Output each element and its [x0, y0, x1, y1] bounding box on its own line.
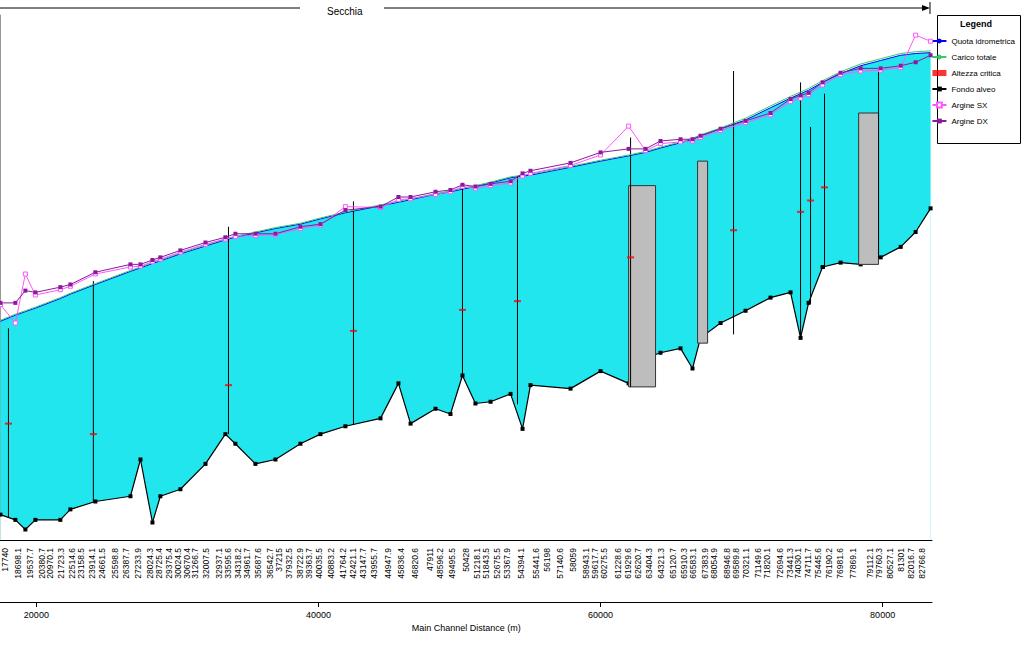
svg-text:65910.3: 65910.3: [679, 548, 689, 579]
svg-text:Argine SX: Argine SX: [951, 101, 988, 110]
svg-text:74030.1: 74030.1: [793, 548, 803, 579]
svg-text:43955.7: 43955.7: [369, 548, 379, 579]
svg-text:48596.2: 48596.2: [435, 548, 445, 579]
svg-text:62620.7: 62620.7: [633, 548, 643, 579]
svg-text:79112.1: 79112.1: [865, 548, 876, 579]
svg-text:29375.4: 29375.4: [163, 548, 174, 579]
svg-text:80000: 80000: [870, 610, 895, 620]
svg-text:26387.7: 26387.7: [121, 548, 131, 579]
svg-text:Fondo alveo: Fondo alveo: [951, 85, 996, 94]
svg-text:61929.6: 61929.6: [623, 548, 633, 579]
svg-text:54394.1: 54394.1: [516, 548, 526, 579]
svg-text:82016.7: 82016.7: [906, 548, 916, 579]
svg-text:58059: 58059: [568, 548, 578, 572]
svg-text:35687.6: 35687.6: [253, 548, 263, 579]
svg-text:47911: 47911: [425, 548, 435, 571]
svg-text:Secchia: Secchia: [327, 6, 363, 17]
svg-text:22514.6: 22514.6: [66, 548, 77, 579]
svg-text:Legend: Legend: [960, 19, 992, 29]
svg-text:21723.3: 21723.3: [56, 548, 66, 579]
svg-text:65120.7: 65120.7: [668, 548, 678, 579]
svg-text:49495.5: 49495.5: [447, 548, 457, 579]
svg-text:46820.6: 46820.6: [410, 548, 420, 579]
svg-text:19537.7: 19537.7: [25, 548, 35, 579]
svg-text:57140.6: 57140.6: [555, 548, 565, 579]
svg-text:59617.7: 59617.7: [590, 548, 601, 579]
svg-text:71820.1: 71820.1: [762, 548, 772, 579]
svg-text:43147.7: 43147.7: [358, 548, 368, 579]
svg-text:Argine DX: Argine DX: [951, 117, 988, 126]
svg-text:34318.2: 34318.2: [233, 548, 244, 579]
svg-text:27233.9: 27233.9: [133, 548, 143, 579]
svg-text:34961.7: 34961.7: [242, 548, 252, 579]
svg-text:Altezza critica: Altezza critica: [951, 69, 1001, 78]
svg-text:40000: 40000: [306, 610, 331, 620]
svg-text:28024.3: 28024.3: [145, 548, 155, 579]
svg-text:55441.6: 55441.6: [531, 548, 541, 579]
svg-text:31266.7: 31266.7: [190, 548, 200, 579]
svg-text:51843.5: 51843.5: [481, 548, 491, 579]
svg-text:42421.1: 42421.1: [348, 548, 358, 579]
svg-text:20000: 20000: [24, 610, 49, 620]
svg-text:77869.1: 77869.1: [848, 548, 858, 579]
svg-text:45836.4: 45836.4: [396, 548, 406, 579]
svg-text:60275.5: 60275.5: [599, 548, 609, 579]
svg-text:28725.4: 28725.4: [154, 548, 165, 579]
svg-text:81301: 81301: [896, 548, 906, 572]
svg-text:30024.5: 30024.5: [172, 548, 183, 579]
svg-text:20970.1: 20970.1: [45, 548, 55, 579]
svg-text:61228.6: 61228.6: [613, 548, 623, 579]
svg-text:58943.1: 58943.1: [581, 548, 591, 579]
svg-text:76981.6: 76981.6: [835, 548, 845, 579]
svg-text:56198: 56198: [542, 548, 552, 572]
svg-text:24661.5: 24661.5: [97, 548, 107, 579]
svg-text:23158.5: 23158.5: [76, 548, 86, 579]
svg-text:72694.6: 72694.6: [775, 548, 785, 579]
svg-text:39363.7: 39363.7: [304, 548, 315, 579]
svg-text:82766.8: 82766.8: [917, 548, 927, 579]
svg-text:20380.7: 20380.7: [36, 548, 47, 579]
svg-text:33595.6: 33595.6: [223, 548, 233, 579]
svg-text:73441.3: 73441.3: [785, 548, 796, 579]
svg-text:80527.1: 80527.1: [885, 548, 895, 579]
svg-text:71149.6: 71149.6: [752, 548, 763, 579]
svg-text:Main Channel Distance (m): Main Channel Distance (m): [412, 623, 521, 633]
svg-text:74711.7: 74711.7: [803, 548, 813, 578]
svg-text:68946.8: 68946.8: [721, 548, 732, 579]
svg-text:69589.8: 69589.8: [731, 548, 741, 579]
svg-text:50428: 50428: [461, 548, 471, 572]
svg-text:32937.1: 32937.1: [213, 548, 224, 579]
svg-text:44947.9: 44947.9: [383, 548, 393, 579]
svg-text:38722.9: 38722.9: [295, 548, 306, 579]
svg-text:68054.9: 68054.9: [709, 548, 719, 579]
svg-text:53367.9: 53367.9: [502, 548, 512, 579]
svg-text:70321.1: 70321.1: [741, 548, 751, 579]
svg-text:Quota idrometrica: Quota idrometrica: [951, 37, 1015, 46]
svg-text:67383.9: 67383.9: [699, 548, 710, 579]
svg-text:40883.2: 40883.2: [326, 548, 336, 579]
svg-text:23914.1: 23914.1: [87, 548, 97, 579]
svg-text:64321.3: 64321.3: [656, 548, 666, 579]
svg-text:63404.3: 63404.3: [644, 548, 654, 579]
svg-text:Carico totale: Carico totale: [951, 53, 996, 62]
svg-text:79760.3: 79760.3: [874, 548, 884, 579]
svg-text:18698.1: 18698.1: [13, 548, 23, 579]
svg-text:37215: 37215: [274, 548, 284, 572]
svg-text:52675.5: 52675.5: [492, 548, 502, 579]
svg-text:32007.5: 32007.5: [201, 548, 211, 579]
svg-text:17740: 17740: [0, 548, 10, 572]
svg-text:41764.2: 41764.2: [338, 548, 349, 579]
svg-text:75445.6: 75445.6: [813, 548, 823, 579]
svg-text:76190.2: 76190.2: [824, 548, 834, 579]
svg-text:51218.1: 51218.1: [471, 548, 482, 579]
svg-text:66583.1: 66583.1: [688, 548, 698, 579]
svg-text:60000: 60000: [588, 610, 613, 620]
svg-text:37932.5: 37932.5: [284, 548, 294, 579]
svg-text:25598.8: 25598.8: [110, 548, 120, 579]
svg-text:40035.5: 40035.5: [314, 548, 324, 579]
svg-text:36542.7: 36542.7: [264, 548, 275, 579]
svg-text:30670.4: 30670.4: [181, 548, 192, 579]
